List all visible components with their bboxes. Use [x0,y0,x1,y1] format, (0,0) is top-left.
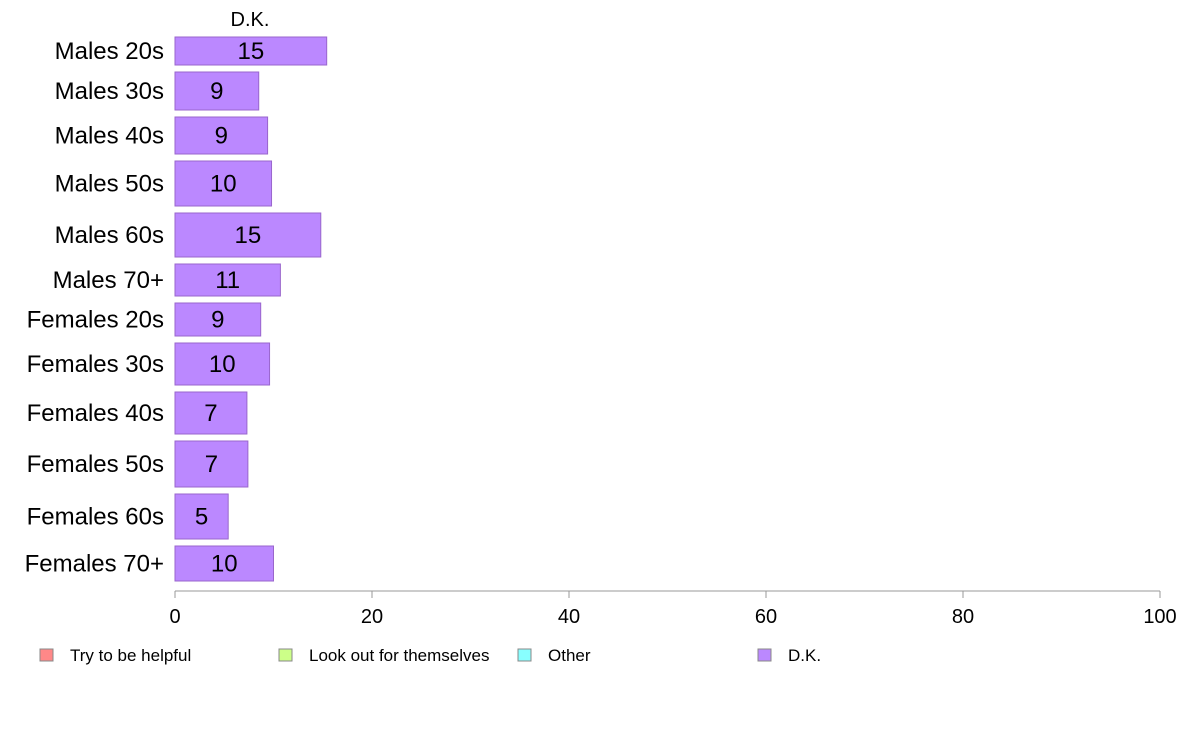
category-label: Males 60s [55,222,164,249]
category-label: Females 50s [27,451,164,478]
legend-label: Other [548,646,591,665]
legend-swatch [757,648,772,662]
legend-label: D.K. [788,646,821,665]
bar [174,342,271,386]
x-tick-label: 80 [952,606,974,628]
bar-value-label: 10 [209,351,236,378]
bar-value-label: 9 [215,123,228,150]
x-tick-label: 0 [169,606,180,628]
bar-value-label: 5 [195,504,208,531]
legend: Try to be helpful Look out for themselves… [39,646,821,665]
legend-swatch [517,648,532,662]
bars-group: Males 20s 15 Males 30s 9 Males 40s 9 Males 50s… [25,36,328,582]
bar [174,160,273,207]
bar-value-label: 15 [235,222,262,249]
legend-swatch [39,648,54,662]
bar-value-label: 9 [211,307,224,334]
bar-value-label: 10 [210,171,237,198]
category-label: Females 60s [27,504,164,531]
category-label: Males 30s [55,78,164,105]
bar [174,440,249,488]
category-label: Females 40s [27,400,164,427]
bar [174,545,274,582]
bar [174,391,248,435]
bar-value-label: 11 [215,267,240,294]
legend-label: Try to be helpful [70,646,191,665]
series-header: D.K. [231,9,270,31]
category-label: Females 20s [27,307,164,334]
bar-value-label: 9 [210,78,223,105]
category-label: Males 70+ [53,267,164,294]
x-tick-label: 60 [755,606,777,628]
x-tick-label: 40 [558,606,580,628]
bar [174,263,281,297]
category-label: Males 20s [55,38,164,65]
x-axis: 0 20 40 60 80 100 [169,590,1177,628]
bar [174,302,262,337]
category-label: Males 50s [55,171,164,198]
bar-value-label: 10 [211,551,238,578]
category-label: Females 70+ [25,551,164,578]
bar [174,493,229,540]
bar-value-label: 7 [205,451,218,478]
category-label: Males 40s [55,123,164,150]
legend-label: Look out for themselves [309,646,489,665]
x-tick-label: 100 [1143,606,1176,628]
category-label: Females 30s [27,351,164,378]
bar [174,36,328,66]
legend-swatch [278,648,293,662]
bar-value-label: 15 [237,38,264,65]
bar [174,116,269,155]
bar [174,212,322,258]
x-tick-label: 20 [361,606,383,628]
bar [174,71,260,111]
bar-value-label: 7 [204,400,217,427]
